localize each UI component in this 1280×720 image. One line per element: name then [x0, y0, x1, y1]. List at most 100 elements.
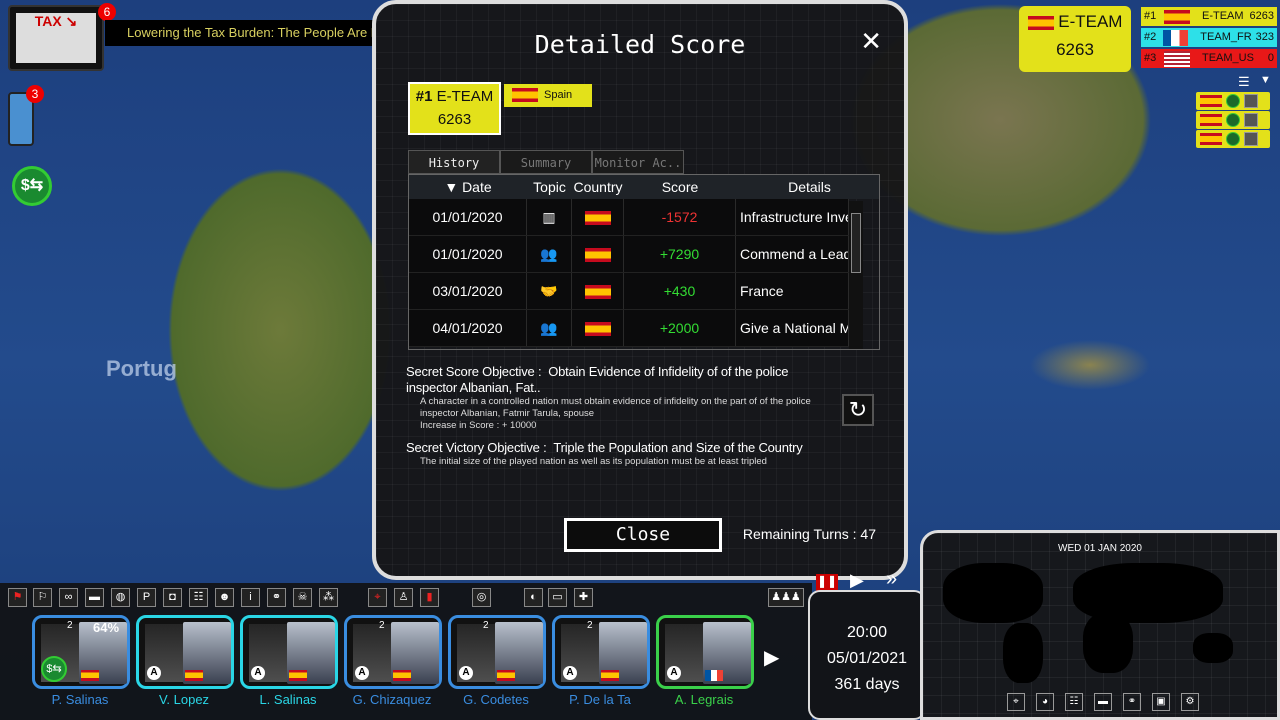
detailed-score-dialog: Detailed Score ✕ #1 E-TEAM 6263 Spain Hi…	[372, 0, 908, 580]
score-panel-score: 6263	[1056, 40, 1094, 59]
character-name[interactable]: G. Codetes	[463, 692, 529, 707]
row-score: -1572	[624, 199, 736, 235]
autonomy-icon: A	[667, 666, 681, 680]
group-icon[interactable]: ☷	[189, 588, 208, 607]
pause-button[interactable]: ❚❚	[816, 574, 838, 592]
ranking-row[interactable]: #1 E-TEAM 6263	[1141, 7, 1277, 26]
tank-icon[interactable]: ▬	[85, 588, 104, 607]
fast-forward-button[interactable]: »	[886, 568, 898, 590]
row-country	[572, 199, 624, 235]
character-name[interactable]: P. Salinas	[51, 692, 109, 707]
network-icon[interactable]: ⁂	[319, 588, 338, 607]
character-name[interactable]: L. Salinas	[259, 692, 317, 707]
tab-summary[interactable]: Summary	[500, 150, 592, 174]
spain-flag-icon	[1200, 133, 1222, 145]
camera-icon[interactable]: ◘	[163, 588, 182, 607]
row-score: +430	[624, 273, 736, 309]
header-country[interactable]: Country	[573, 179, 623, 195]
header-details[interactable]: Details	[788, 179, 831, 195]
ranking-score: 323	[1255, 31, 1274, 43]
refresh-objective-icon[interactable]: ↻	[842, 394, 874, 426]
flag-icon[interactable]: ⚐	[33, 588, 52, 607]
character-card[interactable]: A	[136, 615, 234, 689]
money-transfer-icon[interactable]: $⇆	[12, 166, 52, 206]
character-card[interactable]: 2 64% $⇆	[32, 615, 130, 689]
fr-flag-icon	[705, 670, 723, 681]
tracked-agent-row[interactable]	[1196, 92, 1270, 110]
handshake-icon[interactable]: ⚭	[1123, 693, 1141, 711]
objectives-section: Secret Score Objective : Obtain Evidence…	[406, 364, 838, 468]
character-name[interactable]: G. Chizaquez	[352, 692, 432, 707]
tank-icon[interactable]: ▬	[1094, 693, 1112, 711]
minimap[interactable]: WED 01 JAN 2020 ⌖ ◕ ☷ ▬ ⚭ ▣ ⚙	[920, 530, 1280, 720]
character-bar: ⚑ ⚐ ∞ ▬ ◍ P ◘ ☷ ☻ i ⚭ ☠ ⁂ ⌖ ♙ ▮ ◎ ◐ ▭ ✚ ♟♟♟ 2 64% $⇆ P. Salinas…	[0, 583, 812, 720]
building-icon	[1244, 113, 1258, 127]
plus-icon[interactable]: ✚	[574, 588, 593, 607]
character-name[interactable]: A. Legrais	[674, 692, 734, 707]
flag-red-icon[interactable]: ⚑	[8, 588, 27, 607]
character-card[interactable]: A	[240, 615, 338, 689]
skull-icon[interactable]: ☠	[293, 588, 312, 607]
locate-icon[interactable]: ⌖	[1007, 693, 1025, 711]
ranking-row[interactable]: #2 TEAM_FR 323	[1141, 28, 1277, 47]
minimap-land	[1083, 613, 1133, 673]
team-icon[interactable]: ♟♟♟	[768, 588, 804, 607]
mask-icon[interactable]: ∞	[59, 588, 78, 607]
header-topic[interactable]: Topic	[533, 179, 566, 195]
row-date: 01/01/2020	[409, 199, 527, 235]
menu-icon[interactable]: ☰	[1238, 74, 1250, 89]
building-icon[interactable]: ▣	[1152, 693, 1170, 711]
next-characters-icon[interactable]: ▶	[764, 647, 780, 669]
money-transfer-icon[interactable]: $⇆	[41, 656, 67, 682]
close-icon[interactable]: ✕	[860, 26, 882, 56]
header-date[interactable]: ▼ Date	[444, 179, 492, 195]
ranking-position: #2	[1144, 31, 1157, 43]
parking-icon[interactable]: P	[137, 588, 156, 607]
group-icon[interactable]: ☷	[1065, 693, 1083, 711]
molecule-icon[interactable]: ⚭	[267, 588, 286, 607]
team-score-panel[interactable]: E-TEAM 6263	[1019, 6, 1131, 72]
ranking-row[interactable]: #3 TEAM_US 0	[1141, 49, 1277, 68]
location-icon[interactable]: ⌖	[368, 588, 387, 607]
red-flag-icon[interactable]: ▮	[420, 588, 439, 607]
country-card[interactable]: Spain	[504, 84, 592, 107]
close-button[interactable]: Close	[564, 518, 722, 552]
tracked-agent-row[interactable]	[1196, 130, 1270, 148]
news-thumbnail[interactable]: TAX ↘	[8, 5, 104, 71]
header-score[interactable]: Score	[661, 179, 699, 195]
table-row[interactable]: 03/01/2020 🤝 +430 France	[409, 273, 849, 310]
settings-icon[interactable]: ⚙	[1181, 693, 1199, 711]
minimap-land	[1003, 623, 1043, 683]
tab-monitor[interactable]: Monitor Ac..	[592, 150, 684, 174]
globe-icon[interactable]: ◍	[111, 588, 130, 607]
palette-icon[interactable]: ◕	[1036, 693, 1054, 711]
map-label-portugal: Portug	[106, 356, 177, 381]
secret-victory-title: Triple the Population and Size of the Co…	[553, 440, 803, 455]
agent-icon[interactable]: ☻	[215, 588, 234, 607]
play-button[interactable]: ▶	[850, 570, 864, 590]
info-icon[interactable]: i	[241, 588, 260, 607]
character-name[interactable]: V. Lopez	[158, 692, 210, 707]
table-scrollbar[interactable]	[849, 201, 863, 349]
character-card[interactable]: A	[656, 615, 754, 689]
character-name[interactable]: P. De la Ta	[569, 692, 631, 707]
target-icon[interactable]: ◎	[472, 588, 491, 607]
game-clock: 20:00 05/01/2021 361 days	[808, 590, 926, 720]
row-topic: 👥	[527, 236, 572, 272]
spain-flag-icon[interactable]: ▭	[548, 588, 567, 607]
collapse-icon[interactable]: ▼	[1260, 74, 1271, 86]
leader-icon[interactable]: ◐	[524, 588, 543, 607]
table-header: ▼ Date Topic Country Score Details	[409, 175, 879, 199]
news-ticker[interactable]: Lowering the Tax Burden: The People Are …	[105, 20, 375, 46]
tab-history[interactable]: History	[408, 150, 500, 174]
add-person-icon[interactable]: ♙	[394, 588, 413, 607]
section-gap	[406, 432, 838, 440]
scrollbar-thumb[interactable]	[851, 213, 861, 273]
tracked-agent-row[interactable]	[1196, 111, 1270, 129]
